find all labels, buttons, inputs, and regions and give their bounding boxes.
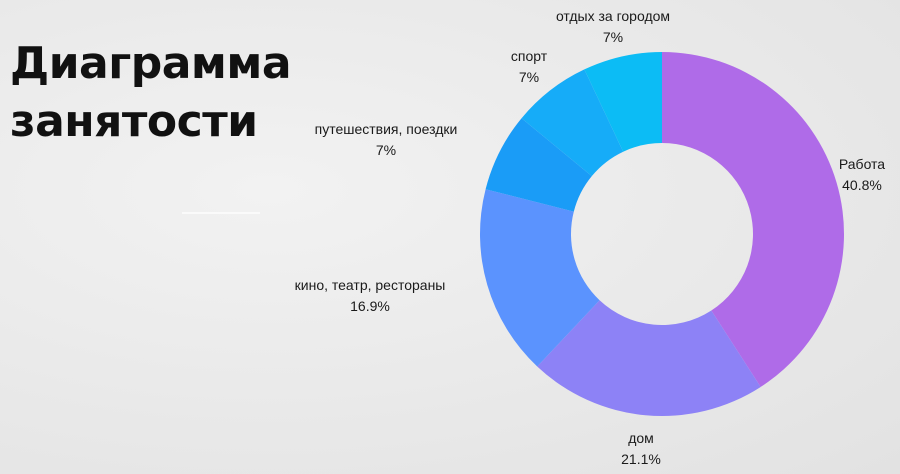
donut-slice: [584, 52, 662, 152]
slice-category-label: кино, театр, рестораны: [295, 277, 446, 293]
donut-slice: [485, 118, 592, 212]
slice-category-label: спорт: [511, 48, 548, 64]
slice-category-label: дом: [628, 430, 654, 446]
slice-category-label: путешествия, поездки: [315, 121, 458, 137]
donut-slice: [537, 300, 761, 416]
donut-slice: [662, 52, 845, 387]
slice-value-label: 7%: [519, 69, 539, 85]
chart-title-line-1: Диаграмма: [10, 38, 292, 89]
chart-title-line-2: занятости: [10, 96, 258, 147]
donut-slice: [521, 69, 624, 177]
decorative-divider: [182, 212, 260, 214]
slice-category-label: отдых за городом: [556, 8, 670, 24]
slice-value-label: 7%: [603, 29, 623, 45]
donut-slice: [480, 189, 600, 367]
slice-value-label: 21.1%: [621, 451, 661, 467]
slice-value-label: 40.8%: [842, 177, 882, 193]
slice-value-label: 16.9%: [350, 298, 390, 314]
slice-value-label: 7%: [376, 142, 396, 158]
slice-category-label: Работа: [839, 156, 885, 172]
